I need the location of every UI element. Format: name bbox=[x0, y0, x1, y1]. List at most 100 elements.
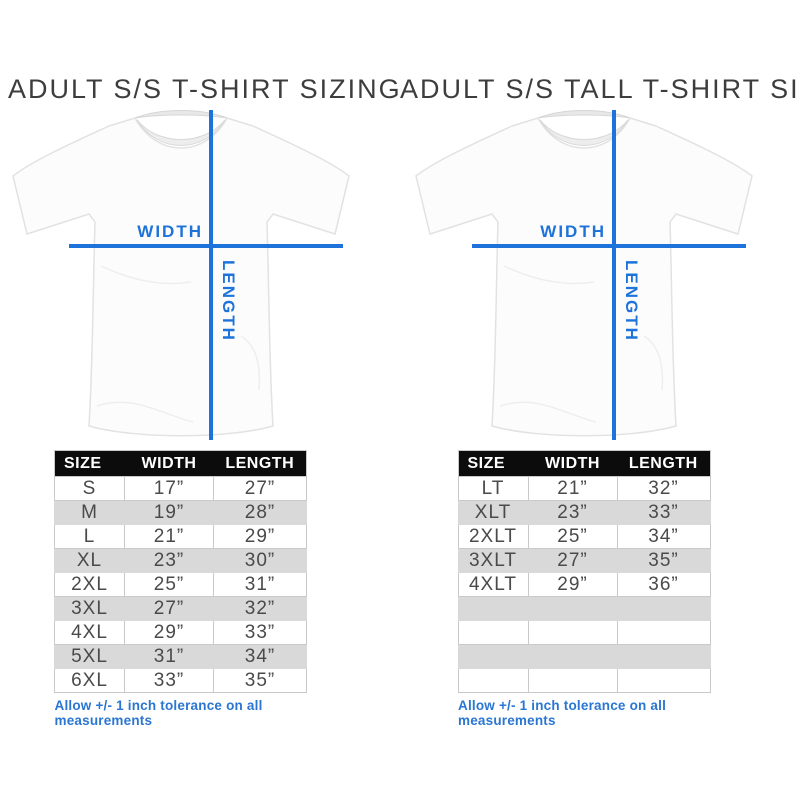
length-cell: 31” bbox=[213, 572, 307, 597]
panel-title-regular: ADULT S/S T-SHIRT SIZING bbox=[8, 74, 402, 104]
size-cell: 2XL bbox=[54, 572, 125, 597]
width-cell: 29” bbox=[124, 620, 214, 645]
width-cell: 25” bbox=[527, 524, 618, 549]
size-cell: XLT bbox=[457, 500, 529, 525]
size-cell bbox=[457, 596, 529, 621]
table-row-6xl: 6XL 33” 35” bbox=[54, 668, 307, 693]
table-row-3xlt: 3XLT 27” 35” bbox=[457, 548, 711, 573]
width-cell: 31” bbox=[124, 644, 214, 669]
size-table-header-row: SIZE WIDTH LENGTH bbox=[458, 450, 710, 477]
length-cell bbox=[616, 668, 711, 693]
size-cell bbox=[457, 644, 529, 669]
size-cell: 6XL bbox=[54, 668, 125, 693]
size-cell: 4XLT bbox=[457, 572, 529, 597]
shirt-wrinkle bbox=[503, 265, 595, 285]
table-row-empty bbox=[457, 644, 711, 669]
table-row-lt: LT 21” 32” bbox=[457, 476, 711, 501]
table-row-empty bbox=[457, 596, 711, 621]
width-cell: 23” bbox=[527, 500, 618, 525]
column-header-size: SIZE bbox=[54, 450, 125, 477]
width-cell: 25” bbox=[124, 572, 214, 597]
width-cell: 21” bbox=[124, 524, 214, 549]
tolerance-note: Allow +/- 1 inch tolerance on all measur… bbox=[54, 698, 263, 728]
table-row-2xl: 2XL 25” 31” bbox=[54, 572, 307, 597]
size-cell: L bbox=[54, 524, 125, 549]
shirt-wrinkle bbox=[499, 401, 597, 423]
table-row-l: L 21” 29” bbox=[54, 524, 307, 549]
size-cell: M bbox=[54, 500, 125, 525]
shirt-diagram-tall: WIDTH LENGTH bbox=[400, 106, 768, 450]
panel-regular-sizing: ADULT S/S T-SHIRT SIZING WIDTH LENGTH SI… bbox=[8, 72, 402, 728]
size-cell: 3XL bbox=[54, 596, 125, 621]
shirt-collar-back bbox=[537, 110, 631, 119]
shirt-wrinkle bbox=[240, 335, 260, 391]
size-table-tall: SIZE WIDTH LENGTH LT 21” 32” XLT 23” 33” 2XLT 25”… bbox=[457, 450, 711, 693]
length-cell bbox=[616, 644, 711, 669]
width-cell bbox=[527, 644, 618, 669]
tolerance-note: Allow +/- 1 inch tolerance on all measur… bbox=[458, 698, 667, 728]
length-cell: 28” bbox=[213, 500, 307, 525]
size-table-header-row: SIZE WIDTH LENGTH bbox=[54, 450, 307, 477]
table-row-5xl: 5XL 31” 34” bbox=[54, 644, 307, 669]
width-cell: 23” bbox=[124, 548, 214, 573]
shirt-collar-band bbox=[539, 119, 629, 146]
column-header-width: WIDTH bbox=[528, 450, 617, 477]
table-row-4xl: 4XL 29” 33” bbox=[54, 620, 307, 645]
length-cell: 34” bbox=[213, 644, 307, 669]
panel-title-tall: ADULT S/S TALL T-SHIRT SIZING bbox=[400, 74, 800, 104]
width-cell: 27” bbox=[124, 596, 214, 621]
width-cell bbox=[527, 596, 618, 621]
width-label: WIDTH bbox=[540, 222, 606, 241]
width-cell: 17” bbox=[124, 476, 214, 501]
length-cell bbox=[616, 620, 711, 645]
length-cell: 33” bbox=[213, 620, 307, 645]
table-row-4xlt: 4XLT 29” 36” bbox=[457, 572, 711, 597]
width-label: WIDTH bbox=[137, 222, 203, 241]
tshirt-graphic: WIDTH LENGTH bbox=[11, 110, 350, 440]
shirt-collar-back bbox=[134, 110, 227, 119]
size-cell: XL bbox=[54, 548, 125, 573]
length-cell: 29” bbox=[213, 524, 307, 549]
length-cell: 34” bbox=[616, 524, 711, 549]
panel-tall-sizing: ADULT S/S TALL T-SHIRT SIZING WIDTH LENG… bbox=[400, 72, 800, 728]
column-header-length: LENGTH bbox=[617, 450, 710, 477]
length-cell: 35” bbox=[213, 668, 307, 693]
tshirt-graphic: WIDTH LENGTH bbox=[415, 110, 753, 440]
width-cell bbox=[527, 668, 618, 693]
length-label: LENGTH bbox=[219, 260, 238, 342]
shirt-collar-band bbox=[136, 119, 225, 146]
length-cell: 33” bbox=[616, 500, 711, 525]
column-header-size: SIZE bbox=[458, 450, 528, 477]
table-row-xl: XL 23” 30” bbox=[54, 548, 307, 573]
length-cell: 30” bbox=[213, 548, 307, 573]
shirt-wrinkle bbox=[643, 335, 664, 391]
length-cell: 35” bbox=[616, 548, 711, 573]
size-cell bbox=[457, 668, 529, 693]
size-cell: 5XL bbox=[54, 644, 125, 669]
width-cell: 27” bbox=[527, 548, 618, 573]
size-cell: 3XLT bbox=[457, 548, 529, 573]
width-cell: 29” bbox=[527, 572, 618, 597]
shirt-diagram-regular: WIDTH LENGTH bbox=[8, 106, 353, 450]
table-row-3xl: 3XL 27” 32” bbox=[54, 596, 307, 621]
shirt-outline bbox=[415, 117, 753, 437]
length-cell: 32” bbox=[213, 596, 307, 621]
width-cell bbox=[527, 620, 618, 645]
size-cell: LT bbox=[457, 476, 529, 501]
size-table-regular: SIZE WIDTH LENGTH S 17” 27” M 19” 28” L 21” 29” XL 2… bbox=[54, 450, 307, 693]
table-row-xlt: XLT 23” 33” bbox=[457, 500, 711, 525]
width-cell: 21” bbox=[527, 476, 618, 501]
size-cell: S bbox=[54, 476, 125, 501]
shirt-wrinkle bbox=[96, 401, 193, 423]
shirt-outline bbox=[11, 117, 350, 437]
table-row-2xlt: 2XLT 25” 34” bbox=[457, 524, 711, 549]
table-row-empty bbox=[457, 620, 711, 645]
table-row-s: S 17” 27” bbox=[54, 476, 307, 501]
size-cell: 4XL bbox=[54, 620, 125, 645]
length-cell: 36” bbox=[616, 572, 711, 597]
shirt-wrinkle bbox=[100, 265, 191, 285]
column-header-width: WIDTH bbox=[124, 450, 214, 477]
length-label: LENGTH bbox=[622, 260, 641, 342]
length-cell bbox=[616, 596, 711, 621]
